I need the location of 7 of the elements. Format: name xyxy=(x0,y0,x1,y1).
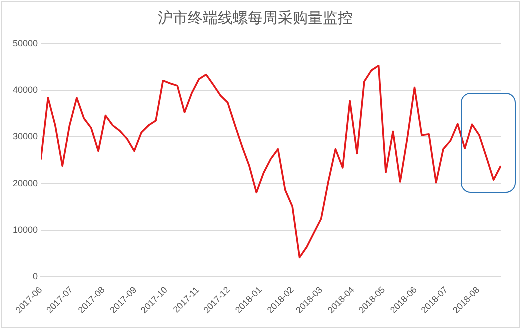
y-tick-label: 50000 xyxy=(12,38,38,48)
y-tick-label: 40000 xyxy=(12,85,38,96)
y-tick-label: 20000 xyxy=(12,178,38,188)
chart-title: 沪市终端线螺每周采购量监控 xyxy=(158,8,353,27)
y-tick-label: 10000 xyxy=(12,224,38,235)
y-tick-label: 0 xyxy=(33,271,38,282)
y-tick-label: 30000 xyxy=(12,132,38,142)
